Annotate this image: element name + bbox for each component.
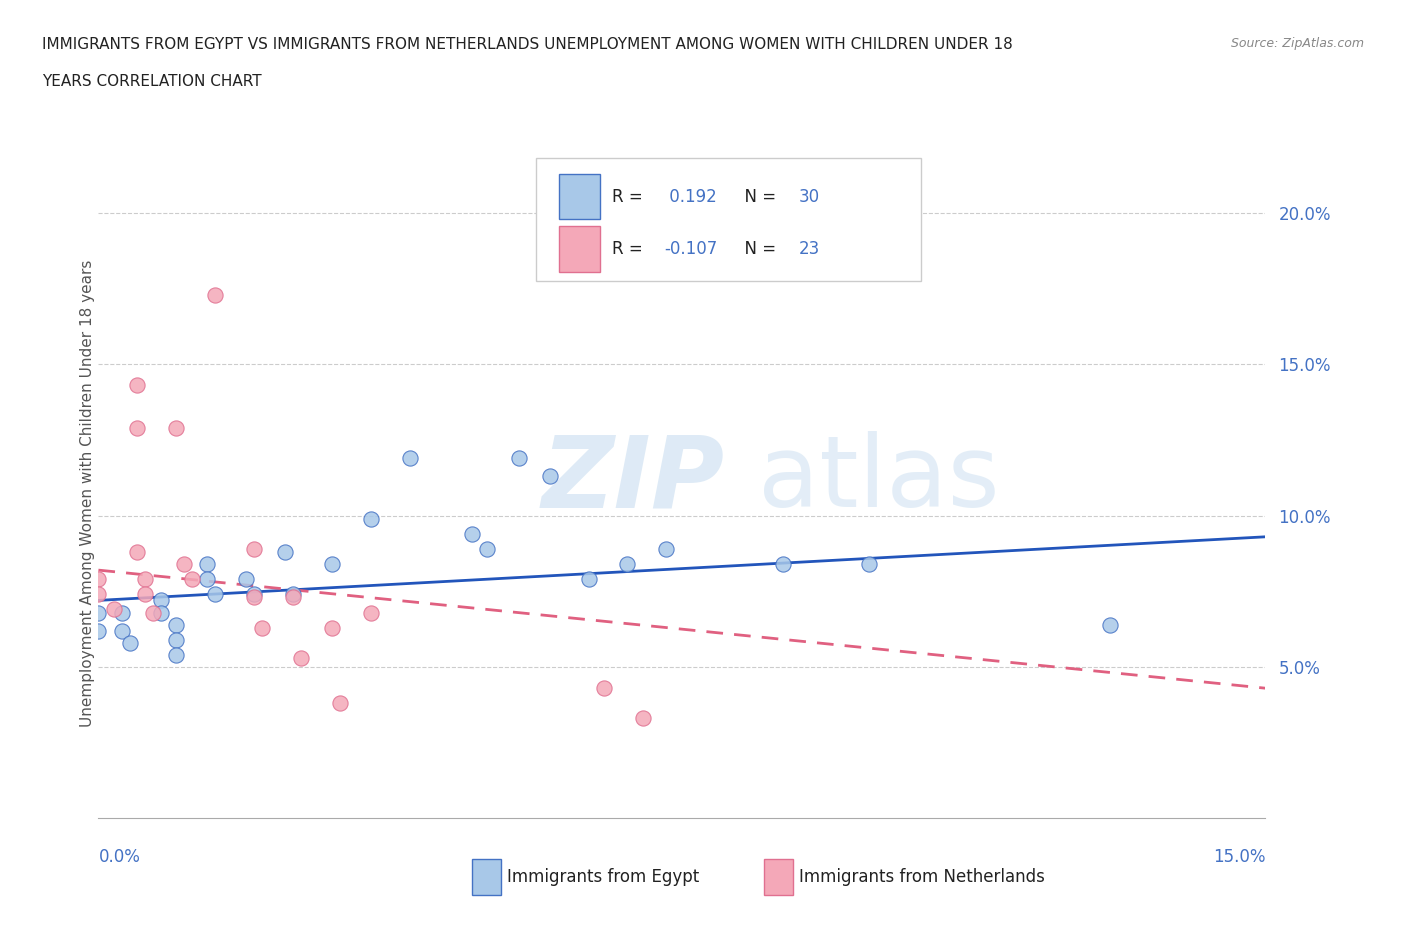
Point: [127, 420, 149, 435]
Point: [165, 420, 187, 435]
Point: [165, 632, 187, 647]
Point: [281, 590, 304, 604]
Point: [321, 620, 343, 635]
Bar: [763, 859, 793, 895]
Text: atlas: atlas: [758, 432, 1000, 528]
FancyBboxPatch shape: [536, 157, 921, 282]
Text: ZIP: ZIP: [541, 432, 725, 528]
Point: [149, 605, 172, 620]
Point: [204, 587, 226, 602]
Text: 15.0%: 15.0%: [1213, 848, 1265, 866]
Point: [180, 572, 202, 587]
Point: [250, 620, 273, 635]
Text: N =: N =: [734, 240, 782, 258]
Point: [655, 541, 678, 556]
Point: [173, 557, 195, 572]
Text: IMMIGRANTS FROM EGYPT VS IMMIGRANTS FROM NETHERLANDS UNEMPLOYMENT AMONG WOMEN WI: IMMIGRANTS FROM EGYPT VS IMMIGRANTS FROM…: [42, 37, 1012, 52]
Point: [243, 590, 266, 604]
Point: [360, 512, 382, 526]
Point: [1098, 618, 1121, 632]
Point: [111, 605, 134, 620]
Point: [195, 572, 218, 587]
Text: YEARS CORRELATION CHART: YEARS CORRELATION CHART: [42, 74, 262, 89]
Point: [281, 587, 304, 602]
Text: -0.107: -0.107: [665, 240, 717, 258]
Point: [461, 526, 484, 541]
Point: [134, 572, 156, 587]
Bar: [472, 859, 501, 895]
Point: [204, 287, 226, 302]
Point: [87, 623, 110, 638]
Point: [235, 572, 257, 587]
Point: [631, 711, 654, 726]
Text: Immigrants from Netherlands: Immigrants from Netherlands: [799, 868, 1045, 886]
Point: [578, 572, 600, 587]
Point: [508, 451, 530, 466]
Point: [274, 544, 297, 559]
Point: [127, 378, 149, 392]
Text: N =: N =: [734, 188, 782, 206]
Point: [142, 605, 165, 620]
Point: [87, 605, 110, 620]
Point: [134, 587, 156, 602]
Point: [360, 605, 382, 620]
Point: [538, 469, 561, 484]
Point: [329, 696, 352, 711]
Point: [111, 623, 134, 638]
Point: [321, 557, 343, 572]
Point: [165, 618, 187, 632]
Point: [195, 557, 218, 572]
Point: [243, 541, 266, 556]
Text: Immigrants from Egypt: Immigrants from Egypt: [508, 868, 699, 886]
Point: [616, 557, 638, 572]
Point: [103, 602, 125, 617]
Point: [87, 587, 110, 602]
Point: [149, 593, 172, 608]
Point: [858, 557, 880, 572]
Point: [118, 635, 141, 650]
Point: [243, 587, 266, 602]
Text: 0.0%: 0.0%: [98, 848, 141, 866]
Y-axis label: Unemployment Among Women with Children Under 18 years: Unemployment Among Women with Children U…: [80, 259, 94, 726]
Point: [127, 544, 149, 559]
Bar: [560, 174, 600, 219]
Point: [87, 572, 110, 587]
Point: [593, 681, 616, 696]
Text: 23: 23: [799, 240, 820, 258]
Text: R =: R =: [612, 188, 648, 206]
Bar: [560, 226, 600, 272]
Text: R =: R =: [612, 240, 648, 258]
Point: [398, 451, 420, 466]
Text: 0.192: 0.192: [665, 188, 717, 206]
Text: Source: ZipAtlas.com: Source: ZipAtlas.com: [1230, 37, 1364, 50]
Point: [290, 650, 312, 665]
Text: 30: 30: [799, 188, 820, 206]
Point: [772, 557, 794, 572]
Point: [477, 541, 499, 556]
Point: [165, 647, 187, 662]
